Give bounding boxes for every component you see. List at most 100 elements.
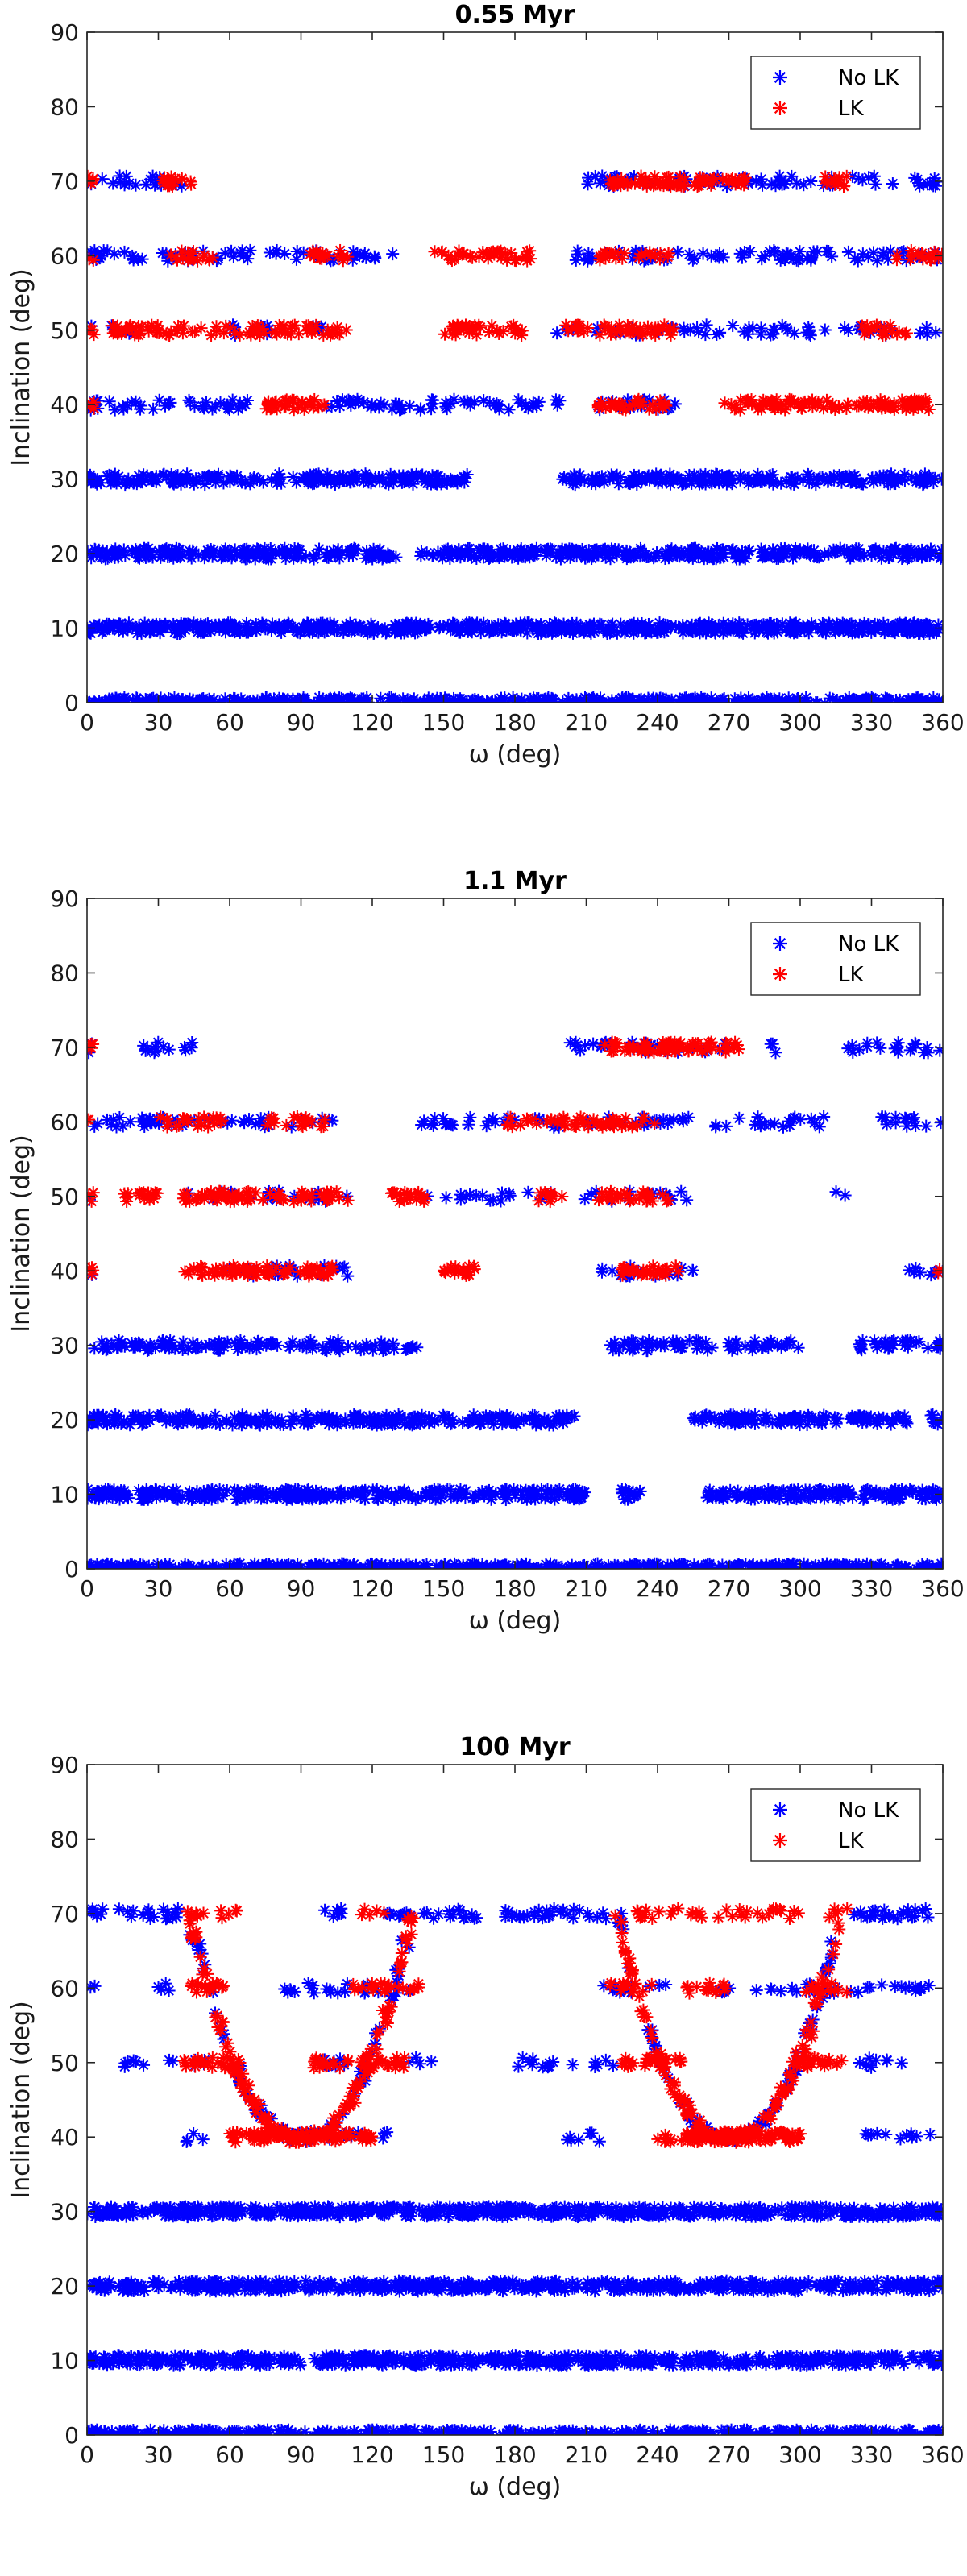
lk-point [492,245,504,258]
no-lk-point [300,550,313,563]
no-lk-point [257,476,270,489]
x-tick-label: 150 [422,709,465,736]
lk-point [923,403,936,416]
no-lk-point [853,549,865,562]
no-lk-point [485,620,498,633]
no-lk-point [428,1483,441,1496]
lk-point [471,328,484,341]
no-lk-point [566,543,579,556]
no-lk-point [899,617,912,630]
no-lk-point [935,550,948,563]
no-lk-point [425,402,438,415]
no-lk-point [699,468,712,481]
lk-point [716,173,729,186]
lk-point [857,395,869,408]
lk-point [841,398,854,411]
no-lk-point [820,1486,832,1499]
x-tick-label: 0 [80,709,94,736]
lk-point [106,319,119,332]
no-lk-point [335,693,348,706]
lk-point [664,324,677,337]
no-lk-point [347,469,360,482]
data-points [81,1036,949,1581]
no-lk-point [534,624,547,637]
no-lk-point [899,474,911,487]
no-lk-point [477,394,490,407]
no-lk-point [934,1562,947,1574]
no-lk-point [368,251,381,263]
no-lk-point [687,1562,700,1574]
lk-point [724,398,737,411]
no-lk-point [496,1417,508,1430]
lk-point [633,251,645,264]
no-lk-point [320,474,333,487]
no-lk-point [600,545,612,558]
data-points [81,169,948,714]
no-lk-point [491,622,504,635]
no-lk-point [537,695,550,707]
no-lk-point [245,699,258,712]
no-lk-point [620,701,633,714]
lk-point [890,253,903,266]
lk-point [645,325,658,338]
no-lk-point [106,473,118,486]
lk-point [623,400,636,413]
no-lk-point [138,542,151,555]
no-lk-point [180,471,193,484]
no-lk-point [791,472,804,485]
no-lk-point [920,328,933,341]
no-lk-point [878,626,891,639]
no-lk-point [886,177,899,190]
lk-point [899,327,911,340]
no-lk-point [552,546,565,559]
x-tick-label: 270 [708,709,750,736]
no-lk-point [172,549,185,562]
legend-label: No LK [838,66,899,90]
no-lk-point [659,545,672,558]
no-lk-point [669,397,682,410]
lk-point [279,326,292,339]
lk-point [592,399,605,412]
no-lk-point [754,328,767,341]
lk-point [450,328,463,341]
no-lk-point [890,694,903,707]
y-tick-label: 40 [50,392,79,418]
no-lk-point [772,620,785,633]
y-tick-label: 0 [64,690,79,716]
no-lk-point [260,1491,273,1504]
no-lk-point [257,618,270,631]
no-lk-point [102,1483,114,1496]
no-lk-point [236,1408,249,1421]
no-lk-point [676,622,689,635]
no-lk-point [575,473,587,486]
no-lk-point [486,1563,499,1576]
no-lk-point [276,544,288,557]
no-lk-point [388,471,400,484]
lk-point [737,178,750,191]
no-lk-point [774,477,787,490]
no-lk-point [800,546,813,559]
no-lk-point [747,619,760,632]
no-lk-point [451,695,464,708]
no-lk-point [581,255,594,268]
chart-title: 1.1 Myr [463,867,567,895]
no-lk-point [921,1562,934,1574]
no-lk-point [444,396,457,409]
no-lk-point [189,472,202,485]
no-lk-point [530,400,543,413]
no-lk-point [421,546,434,559]
no-lk-point [867,623,880,636]
no-lk-point [658,625,670,638]
no-lk-point [482,1415,495,1428]
no-lk-point [676,548,689,561]
y-tick-label: 50 [50,317,79,344]
no-lk-point [236,544,249,557]
no-lk-point [344,617,357,630]
no-lk-point [684,323,697,336]
no-lk-point [724,624,737,637]
no-lk-point [239,621,252,634]
no-lk-point [522,401,535,414]
no-lk-point [143,625,156,638]
no-lk-point [776,693,789,706]
